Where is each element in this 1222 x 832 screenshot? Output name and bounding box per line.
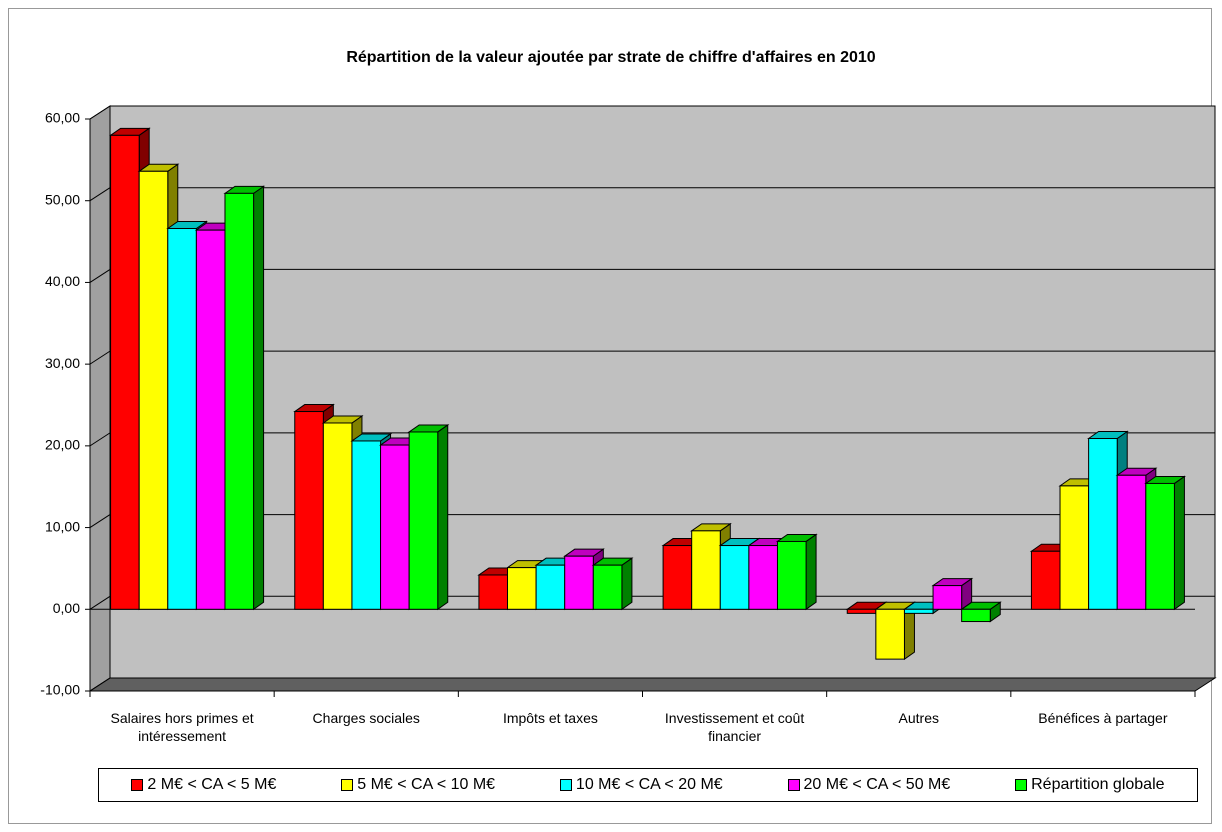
legend-label: 2 M€ < CA < 5 M€ (147, 776, 277, 793)
bar (1030, 550, 1061, 610)
bar (961, 608, 991, 623)
bar (478, 574, 509, 610)
bar (138, 170, 169, 610)
legend-item: Répartition globale (1015, 776, 1165, 794)
y-tick-label: 40,00 (45, 273, 80, 289)
y-tick-label: 60,00 (45, 110, 80, 126)
floor (88, 677, 1217, 692)
grid-line (89, 432, 111, 447)
bar (322, 422, 353, 610)
legend-swatch (131, 779, 144, 791)
bar (535, 564, 566, 610)
y-tick-label: 10,00 (45, 518, 80, 534)
bar (932, 585, 963, 610)
bar (224, 192, 255, 610)
legend-swatch (559, 779, 572, 791)
x-tick-label: Salaires hors primes et intéressement (110, 710, 254, 744)
bar (719, 545, 750, 610)
legend-swatch (1015, 779, 1028, 791)
bar (564, 555, 594, 610)
bar-side (621, 557, 633, 611)
bar-side (253, 185, 265, 611)
x-tick-label: Charges sociales (312, 710, 420, 726)
bar (1059, 485, 1090, 610)
bar (167, 227, 197, 610)
x-tick-label: Impôts et taxes (502, 710, 598, 726)
legend-swatch (787, 779, 800, 791)
bar (195, 229, 226, 610)
bar (691, 530, 721, 610)
bar (875, 608, 905, 660)
bar (748, 545, 778, 610)
grid-line (89, 187, 111, 202)
bar-side (437, 424, 449, 611)
bar (408, 431, 439, 610)
grid-line (89, 595, 111, 610)
bar (507, 567, 537, 610)
grid-line (89, 514, 111, 528)
bar-side (1173, 475, 1185, 611)
legend-label: 5 M€ < CA < 10 M€ (357, 776, 496, 793)
x-tick-label: Investissement et coût financier (664, 710, 805, 744)
legend-item: 2 M€ < CA < 5 M€ (131, 776, 276, 794)
bar (351, 440, 382, 610)
legend-item: 5 M€ < CA < 10 M€ (341, 776, 495, 794)
grid-line (89, 105, 111, 120)
bar (776, 540, 807, 610)
y-tick-label: 50,00 (45, 191, 80, 207)
y-tick-label: 30,00 (45, 355, 80, 371)
legend-item: 10 M€ < CA < 20 M€ (559, 776, 723, 794)
legend-label: 20 M€ < CA < 50 M€ (803, 776, 951, 793)
legend-item: 20 M€ < CA < 50 M€ (787, 776, 951, 794)
x-tick-label: Autres (898, 710, 939, 726)
bar (110, 134, 140, 610)
bar (662, 545, 693, 610)
y-tick-label: 20,00 (45, 437, 80, 453)
bar (846, 608, 877, 614)
bar (1088, 438, 1118, 610)
bar (1116, 474, 1147, 610)
bar (1145, 482, 1175, 610)
bar (903, 608, 934, 614)
chart-title: Répartition de la valeur ajoutée par str… (346, 49, 875, 66)
grid-line (89, 350, 111, 365)
legend: 2 M€ < CA < 5 M€ 5 M€ < CA < 10 M€ 10 M€ <… (98, 768, 1198, 802)
x-tick-label: Bénéfices à partager (1038, 710, 1168, 726)
bar (380, 444, 410, 610)
y-tick-label: 0,00 (53, 600, 80, 616)
legend-swatch (341, 779, 354, 791)
legend-label: Répartition globale (1031, 776, 1165, 793)
legend-label: 10 M€ < CA < 20 M€ (575, 776, 723, 793)
grid-line (89, 269, 111, 283)
bar-side (805, 533, 817, 611)
bar (592, 564, 623, 610)
grid-line (89, 677, 111, 692)
y-tick-label: -10,00 (40, 682, 80, 698)
bar (294, 411, 324, 610)
